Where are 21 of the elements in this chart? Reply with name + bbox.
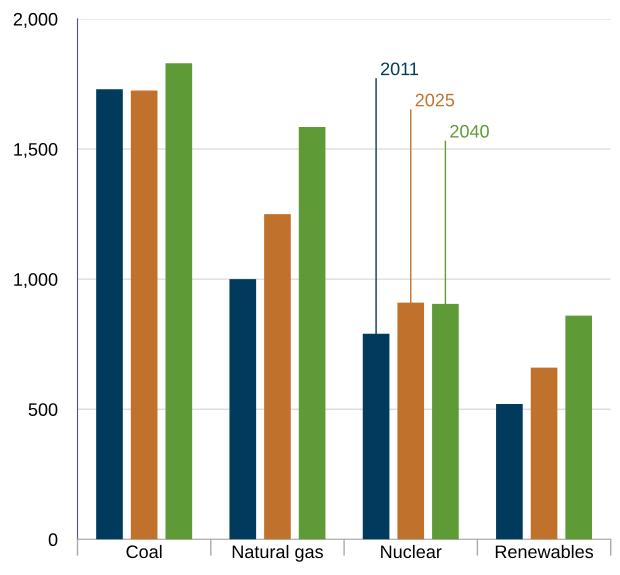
bar <box>298 126 326 540</box>
bar <box>530 368 558 540</box>
y-tick-label: 0 <box>48 533 58 546</box>
text: 2025 <box>416 94 454 106</box>
x-tick-label: Nuclear <box>381 544 442 558</box>
bar <box>229 279 256 540</box>
x-tick-label: Natural gas <box>232 544 323 562</box>
bar <box>130 90 158 540</box>
y-tick-label: 1,500 <box>14 143 58 158</box>
y-tick-label: 1,000 <box>14 273 58 288</box>
text: 2011 <box>381 62 418 76</box>
text: 2040 <box>450 124 489 138</box>
x-tick-label: Renewables <box>496 544 594 558</box>
bar <box>96 89 123 540</box>
bar <box>565 316 592 540</box>
y-tick-label: 500 <box>28 403 58 416</box>
bar <box>264 214 291 540</box>
x-tick-label: Coal <box>126 544 162 558</box>
bar <box>496 404 523 540</box>
bar <box>165 63 192 540</box>
y-tick-label: 2,000 <box>14 12 58 28</box>
